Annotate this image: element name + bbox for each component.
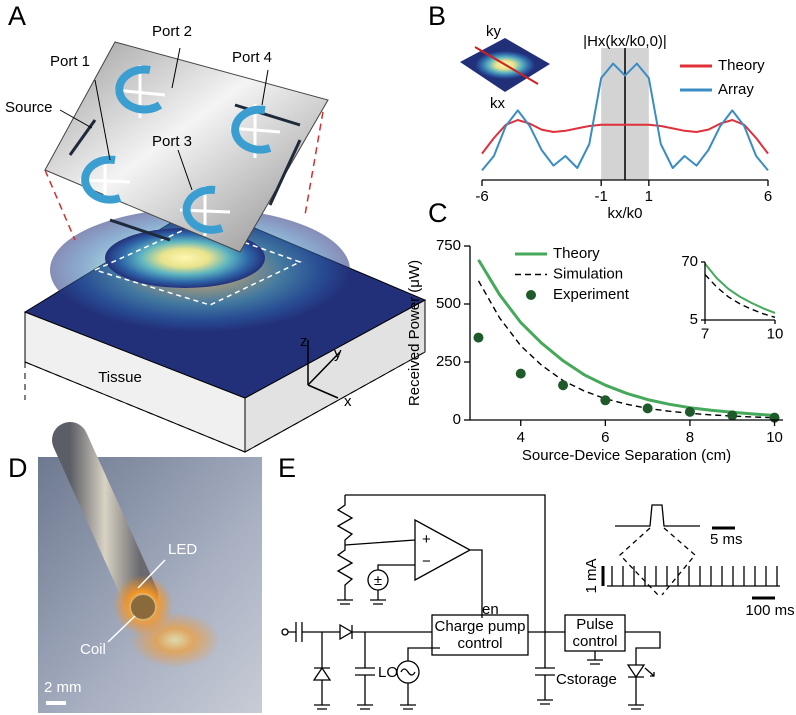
data-point [642, 403, 653, 414]
y-tick-label: 70 [681, 253, 698, 270]
x-tick-label: 10 [766, 429, 783, 446]
scale-label: 5 ms [710, 531, 743, 548]
device-photo [38, 422, 262, 713]
data-point [473, 332, 484, 343]
y-tick-label: 250 [436, 353, 461, 370]
panel-label: E [278, 453, 296, 483]
inset-axis-label: kx [490, 95, 506, 112]
oscillator-label: LO [378, 664, 398, 681]
panel-label: D [8, 453, 28, 483]
panel-label: B [428, 1, 446, 31]
led-label: LED [168, 541, 197, 558]
panel-label: A [8, 1, 26, 31]
chart-title: |Hx(kx/k0,0)| [583, 33, 667, 50]
scale-label: 1 mA [583, 558, 600, 593]
series-line [704, 263, 776, 314]
x-tick-label: 6 [764, 188, 772, 205]
scale-label: 100 ms [745, 602, 794, 619]
y-tick-label: 500 [436, 295, 461, 312]
coil-label: Coil [80, 641, 106, 658]
tissue-label: Tissue [98, 369, 142, 386]
axis-name: x [344, 393, 352, 410]
inset-axis-label: ky [486, 23, 502, 40]
port-label: Port 4 [232, 49, 272, 66]
x-axis-label: kx/k0 [607, 205, 642, 222]
legend-label: Experiment [553, 286, 630, 303]
k-space-inset [460, 38, 550, 92]
x-tick-label: 1 [645, 188, 653, 205]
series-line [704, 274, 776, 318]
port-label: Port 3 [152, 133, 192, 150]
data-point [684, 406, 695, 417]
pulse-train [607, 566, 780, 587]
x-tick-label: 4 [517, 429, 525, 446]
series-line [481, 119, 769, 155]
axis-name: y [334, 345, 342, 362]
y-axis-label: Received Power (μW) [406, 260, 423, 406]
block-label: Charge pump [435, 618, 526, 635]
block-label: control [572, 633, 617, 650]
y-tick-label: 5 [690, 311, 698, 328]
axis-name: z [300, 333, 308, 350]
x-tick-label: -6 [475, 188, 488, 205]
x-axis-label: Source-Device Separation (cm) [522, 447, 731, 464]
y-tick-label: 0 [453, 411, 461, 428]
series-line [477, 280, 775, 419]
pulse-train-path [607, 566, 780, 587]
capacitor-label: Cstorage [556, 671, 617, 688]
opamp-sign: − [422, 553, 431, 570]
legend-marker [526, 290, 536, 300]
data-point [600, 395, 611, 406]
x-tick-label: 6 [601, 429, 609, 446]
legend-label: Simulation [553, 265, 623, 282]
series-line [477, 259, 775, 417]
source-sign: ± [374, 572, 382, 589]
x-tick-label: 10 [767, 325, 784, 342]
source-label: Source [5, 99, 53, 116]
block-label: Pulse [576, 616, 614, 633]
enable-label: en [482, 601, 499, 618]
panel-a-drawing [23, 41, 427, 453]
series-line [481, 62, 769, 172]
data-point [558, 380, 569, 391]
port-label: Port 2 [152, 23, 192, 40]
x-tick-label: -1 [594, 188, 607, 205]
panel-label: C [428, 198, 448, 228]
circuit [281, 494, 775, 710]
legend-label: Theory [718, 57, 765, 74]
scale-label: 2 mm [44, 679, 82, 696]
x-tick-label: 7 [701, 325, 709, 342]
block-label: control [457, 635, 502, 652]
opamp-sign: + [422, 531, 431, 548]
legend-label: Theory [553, 245, 600, 262]
legend-label: Array [718, 81, 754, 98]
data-point [515, 368, 526, 379]
port-label: Port 1 [50, 53, 90, 70]
y-tick-label: 750 [436, 237, 461, 254]
data-point [727, 410, 738, 421]
x-tick-label: 8 [686, 429, 694, 446]
